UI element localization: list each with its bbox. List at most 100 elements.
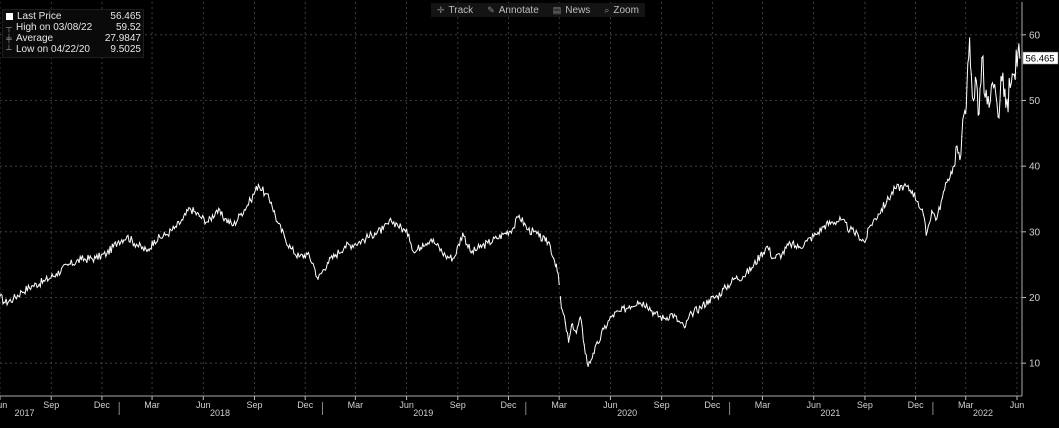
price-point <box>1017 50 1019 52</box>
chart-overlay: 56.465 <box>1022 51 1059 65</box>
price-point <box>823 225 825 227</box>
chart-series <box>0 37 1021 367</box>
x-tick-label: Sep <box>43 400 59 410</box>
price-point <box>583 344 585 346</box>
price-point <box>544 240 546 242</box>
price-point <box>354 243 356 245</box>
x-tick-label: Sep <box>654 400 670 410</box>
price-point <box>922 214 925 216</box>
zoom-button[interactable]: ⌕ Zoom <box>604 3 639 17</box>
x-tick-label: Sep <box>450 400 466 410</box>
low-marker-icon: ┴ <box>6 45 12 54</box>
price-point <box>478 247 481 249</box>
chart-gridlines <box>0 2 1022 396</box>
legend-low-value: 9.5025 <box>110 44 141 55</box>
price-point <box>436 244 438 246</box>
x-tick-label: Dec <box>297 400 314 410</box>
x-tick-label: Sep <box>857 400 873 410</box>
legend-row-average: ╪ Average 27.9847 <box>5 33 141 44</box>
year-label: 2018 <box>210 408 230 418</box>
price-point <box>568 341 570 343</box>
price-point <box>869 225 871 227</box>
price-point <box>284 236 286 238</box>
price-point <box>988 106 990 108</box>
price-point <box>603 328 605 330</box>
news-button[interactable]: ▤ News <box>553 3 591 17</box>
price-point <box>527 229 529 231</box>
price-point <box>146 250 148 253</box>
year-label: 2017 <box>14 408 34 418</box>
price-point <box>404 231 407 233</box>
legend-row-last: Last Price 56.465 <box>5 11 141 22</box>
price-point <box>972 99 975 102</box>
price-point <box>654 313 656 315</box>
price-point <box>840 219 842 221</box>
track-button[interactable]: ✛ Track <box>437 3 473 17</box>
year-label: 2020 <box>617 408 637 418</box>
price-point <box>575 332 578 334</box>
x-tick-label: Dec <box>908 400 925 410</box>
price-point <box>270 201 272 203</box>
price-point <box>453 257 455 259</box>
price-point <box>413 252 415 254</box>
price-point <box>95 257 97 259</box>
price-point <box>798 247 800 249</box>
price-point <box>430 238 432 240</box>
price-point <box>518 214 520 216</box>
price-point <box>716 295 718 297</box>
price-point <box>708 299 710 301</box>
x-tick-label: Jun <box>603 400 618 410</box>
price-point <box>232 224 234 226</box>
price-point <box>579 316 581 318</box>
price-point <box>182 219 184 221</box>
price-point <box>0 295 1 297</box>
price-point <box>646 303 648 305</box>
price-point <box>766 245 769 247</box>
price-point <box>961 136 963 138</box>
year-label: 2019 <box>413 408 433 418</box>
price-point <box>969 37 971 39</box>
legend-average-value: 27.9847 <box>104 33 141 44</box>
price-point <box>396 223 398 225</box>
price-point <box>903 185 905 187</box>
average-marker-icon: ╪ <box>6 34 12 43</box>
price-point <box>374 232 376 234</box>
price-point <box>290 247 292 249</box>
price-point <box>691 312 693 314</box>
magnifier-icon: ⌕ <box>604 4 610 15</box>
price-point <box>1009 86 1011 88</box>
last-price-tag <box>1022 51 1059 65</box>
price-point <box>936 218 938 220</box>
x-tick-label: Jun <box>399 400 414 410</box>
annotate-button[interactable]: ✎ Annotate <box>487 3 539 17</box>
price-point <box>953 165 955 167</box>
x-tick-label: Mar <box>755 400 771 410</box>
price-point <box>538 235 540 237</box>
price-point <box>106 252 108 255</box>
price-point <box>849 229 851 231</box>
price-point <box>612 314 614 316</box>
price-point <box>886 201 888 203</box>
price-point <box>981 57 983 59</box>
zoom-label: Zoom <box>613 4 639 16</box>
price-point <box>957 152 959 154</box>
price-point <box>240 212 242 214</box>
price-point <box>276 221 278 223</box>
price-point <box>742 275 744 278</box>
price-point <box>806 240 808 242</box>
price-point <box>224 218 226 220</box>
price-point <box>257 184 259 186</box>
price-point <box>189 207 191 209</box>
price-point <box>931 210 933 212</box>
y-tick-label: 10 <box>1029 359 1041 370</box>
price-point <box>725 287 727 289</box>
price-point <box>216 209 218 211</box>
chart-axes: 10 20 30 40 50 60 Jun Sep Dec Mar Jun Sep Dec Mar Jun S… <box>0 2 1041 418</box>
price-point <box>975 80 977 82</box>
price-point <box>153 239 155 241</box>
price-point <box>587 365 589 367</box>
price-point <box>759 254 761 257</box>
price-point <box>683 327 686 329</box>
